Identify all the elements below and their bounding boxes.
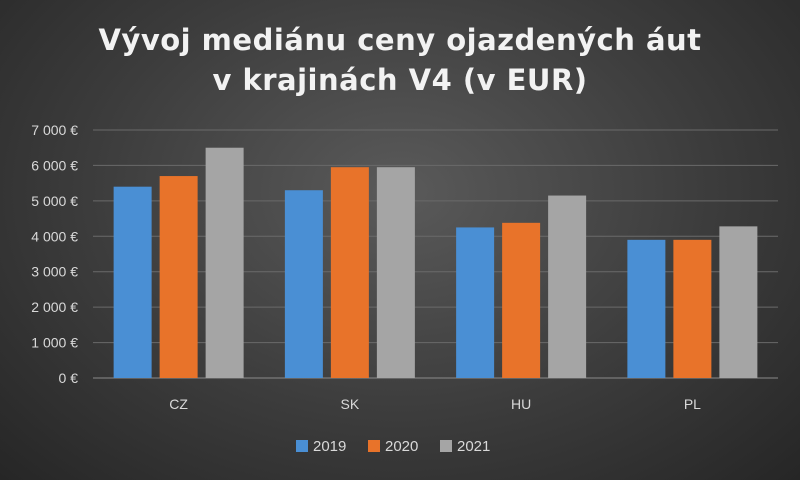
chart-title-line-2: v krajinách V4 (v EUR) [212, 63, 588, 97]
y-tick-label: 0 € [59, 370, 79, 386]
bar-2019-cz [113, 186, 152, 378]
bar-2021-pl [719, 226, 758, 378]
legend-swatch-2019 [296, 440, 308, 452]
chart-title: Vývoj mediánu ceny ojazdených áut v kraj… [0, 20, 800, 100]
legend-swatch-2021 [440, 440, 452, 452]
bar-2021-hu [548, 195, 587, 378]
y-tick-label: 4 000 € [31, 228, 78, 244]
x-tick-label: CZ [169, 396, 188, 412]
legend-label-2021: 2021 [457, 438, 490, 455]
legend-label-2020: 2020 [385, 438, 418, 455]
y-tick-label: 1 000 € [31, 335, 78, 351]
bar-2020-pl [673, 239, 712, 378]
bar-2020-sk [330, 167, 369, 378]
legend-label-2019: 2019 [313, 438, 346, 455]
y-tick-label: 5 000 € [31, 193, 78, 209]
bar-2019-sk [284, 190, 323, 378]
bar-2019-hu [456, 227, 495, 378]
bar-2021-sk [376, 167, 415, 378]
x-tick-label: PL [684, 396, 701, 412]
y-tick-label: 3 000 € [31, 264, 78, 280]
y-tick-label: 2 000 € [31, 299, 78, 315]
legend-swatch-2020 [368, 440, 380, 452]
y-tick-label: 6 000 € [31, 157, 78, 173]
x-tick-label: HU [511, 396, 531, 412]
y-tick-label: 7 000 € [31, 122, 78, 138]
bar-2020-hu [502, 222, 541, 378]
x-tick-label: SK [341, 396, 360, 412]
bar-2019-pl [627, 239, 666, 378]
chart-title-line-1: Vývoj mediánu ceny ojazdených áut [98, 23, 702, 57]
bar-2020-cz [159, 176, 198, 378]
bar-2021-cz [205, 147, 244, 378]
